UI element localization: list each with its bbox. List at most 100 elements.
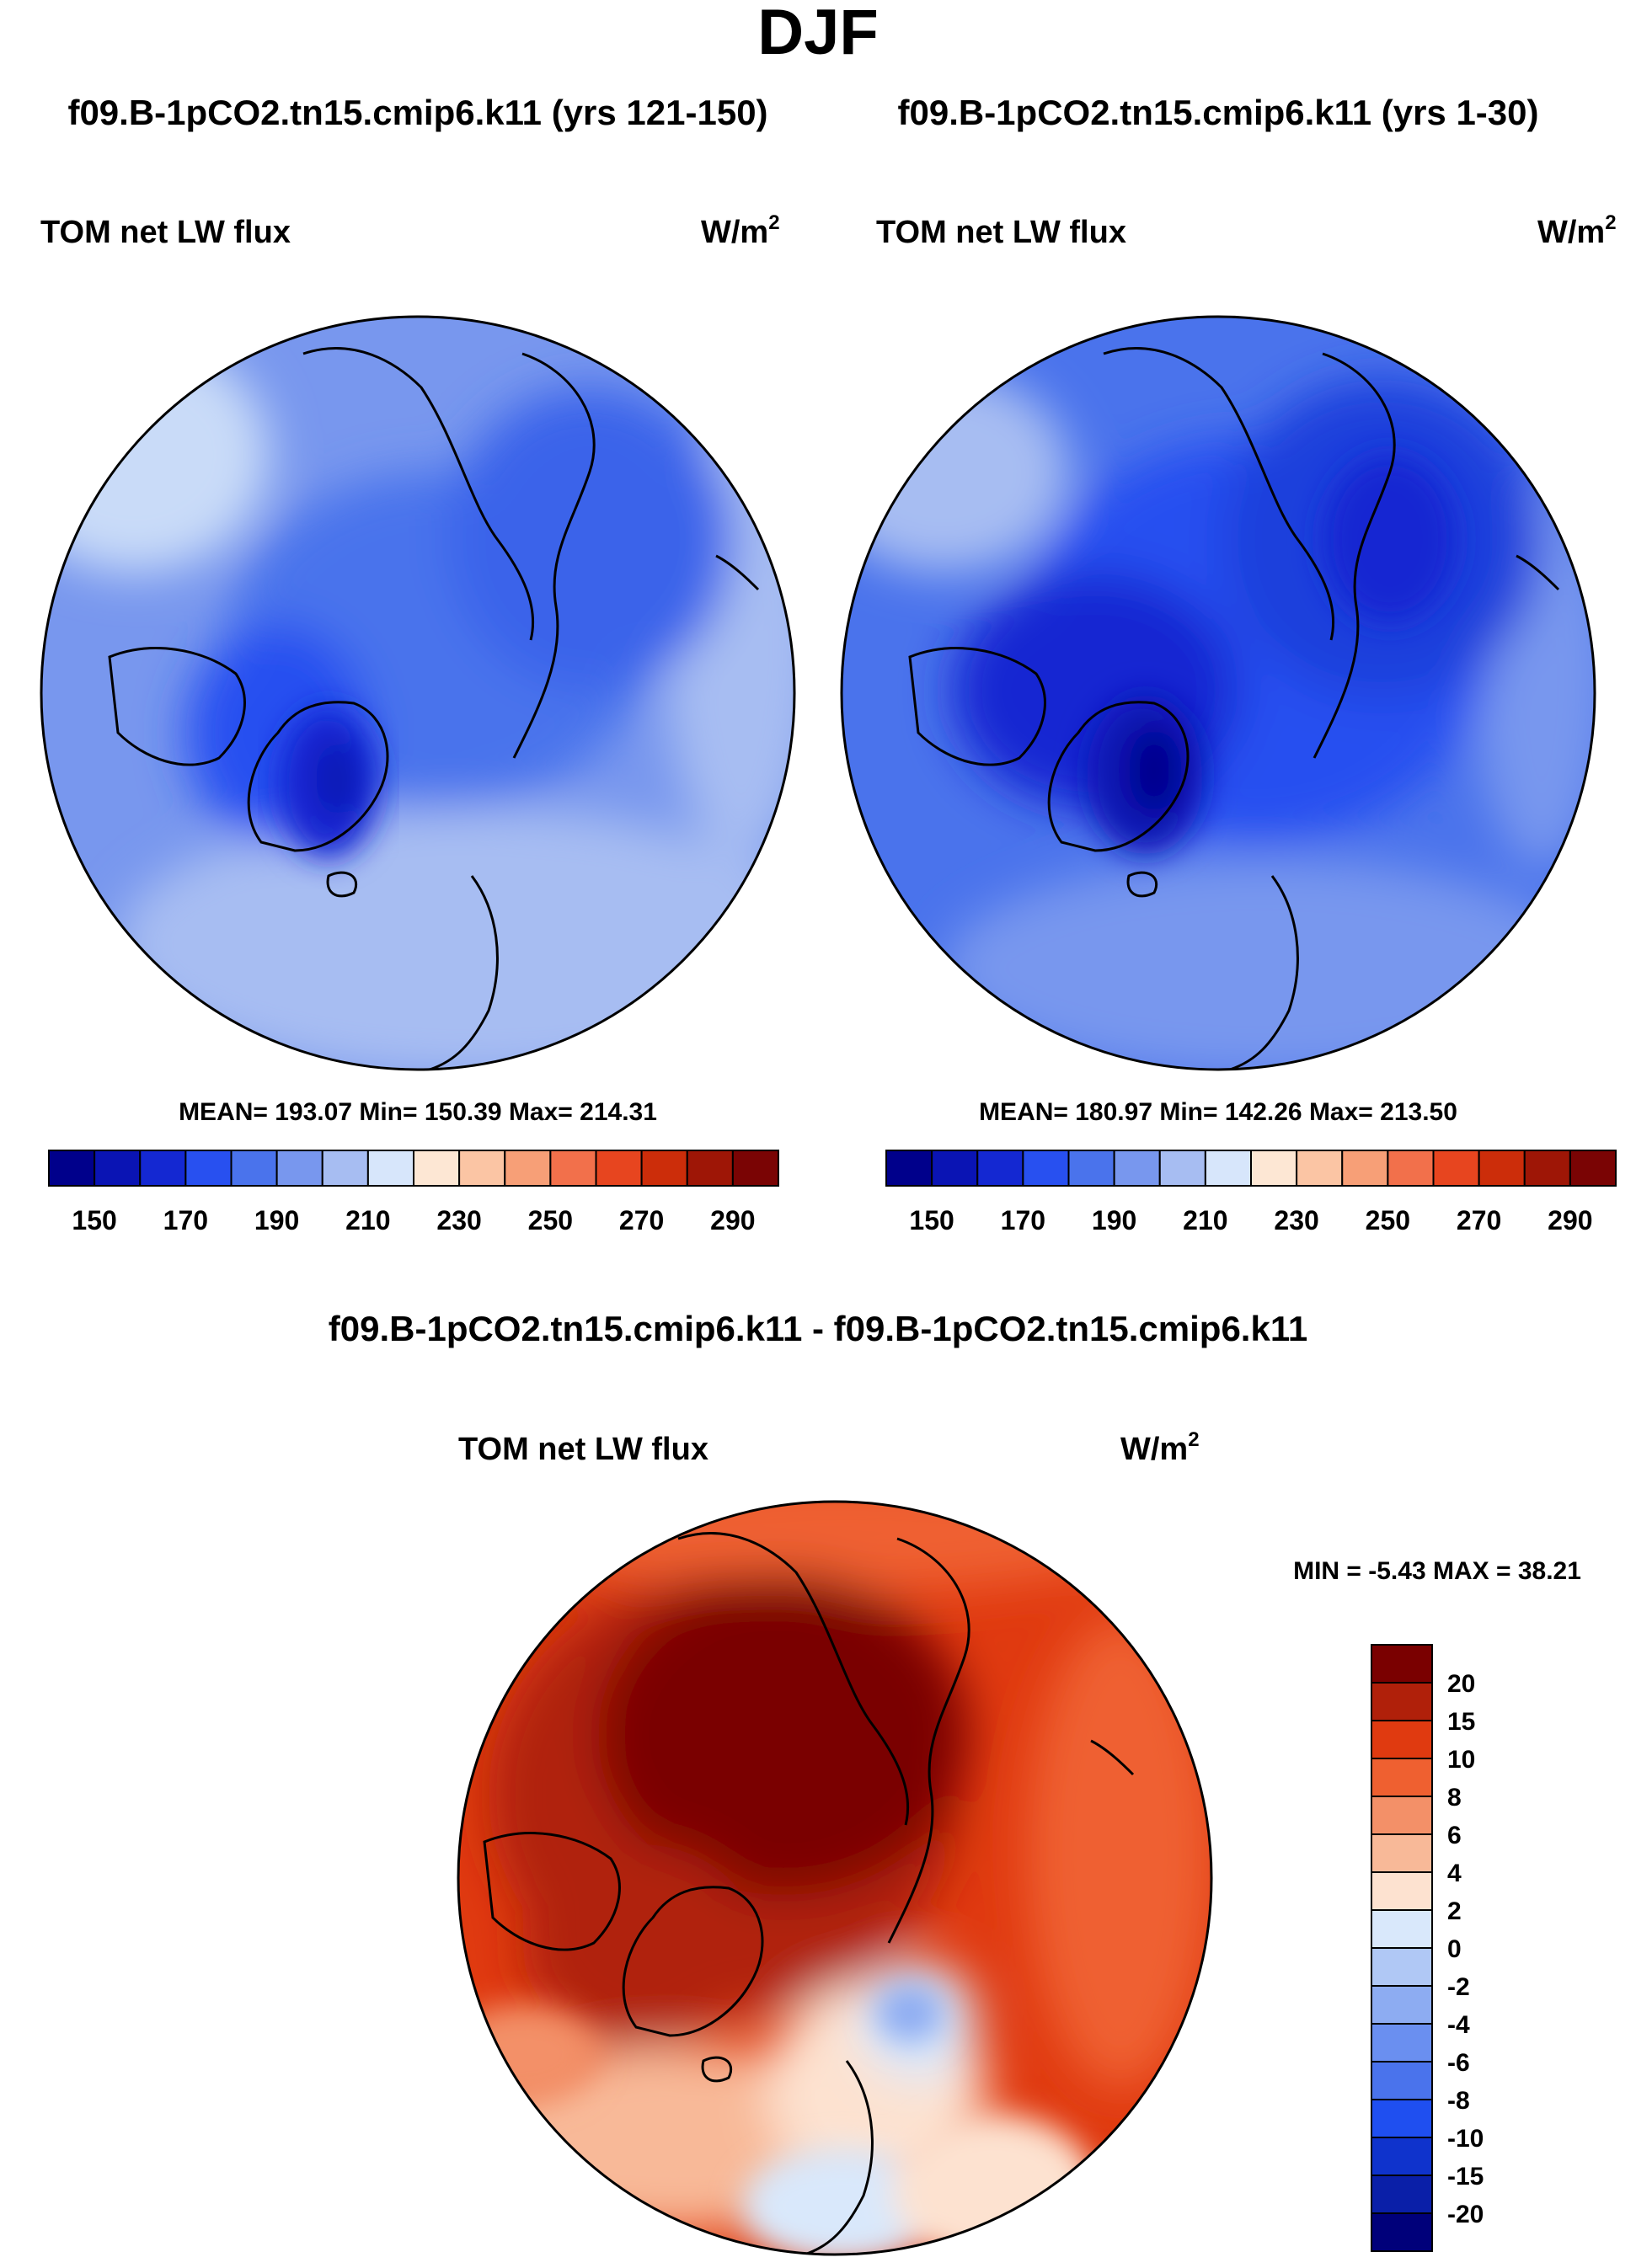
diff-colorbar-tick-label: -2 — [1447, 1973, 1470, 2001]
diff-colorbar-box — [1371, 2212, 1433, 2252]
diff-colorbar-box — [1371, 1644, 1433, 1684]
diff-colorbar-box — [1371, 1871, 1433, 1911]
panel2-colorbar-box — [1022, 1150, 1070, 1187]
panel1-colorbar-box — [321, 1150, 369, 1187]
panel1-colorbar: 150 170 190 210 230 250 270 290 — [48, 1150, 779, 1235]
diff-colorbar-tick-label: 15 — [1447, 1708, 1475, 1736]
panel1-colorbar-tick-label: 190 — [254, 1205, 299, 1235]
diff-colorbar-box — [1371, 2099, 1433, 2138]
panel1-colorbar-tick-label: 150 — [72, 1205, 116, 1235]
diff-colorbar-tick-label: 6 — [1447, 1822, 1462, 1849]
panel1-colorbar-tick-label: 210 — [345, 1205, 390, 1235]
panel1-colorbar-box — [640, 1150, 688, 1187]
panel2-colorbar-box — [1478, 1150, 1526, 1187]
panel1-coastlines — [108, 347, 760, 1070]
diff-variable: TOM net LW flux — [458, 1432, 708, 1467]
panel2-colorbar-tick-label: 210 — [1183, 1205, 1227, 1235]
diff-colorbar-tick-label: 0 — [1447, 1935, 1462, 1963]
panel1-map — [40, 315, 796, 1071]
diff-colorbar-tick-label: 20 — [1447, 1670, 1475, 1698]
diff-case-title: f09.B-1pCO2.tn15.cmip6.k11 - f09.B-1pCO2… — [329, 1309, 1307, 1348]
diff-colorbar-tick-label: 10 — [1447, 1746, 1475, 1774]
season-title: DJF — [757, 0, 879, 68]
diff-colorbar-box — [1371, 1682, 1433, 1721]
panel1-colorbar-box — [413, 1150, 461, 1187]
panel1-colorbar-box — [275, 1150, 323, 1187]
panel1-variable: TOM net LW flux — [40, 215, 291, 250]
panel1-colorbar-box — [595, 1150, 643, 1187]
diff-colorbar-tick-label: -8 — [1447, 2087, 1470, 2115]
panel2-variable: TOM net LW flux — [876, 215, 1126, 250]
panel2-colorbar-tick-label: 230 — [1274, 1205, 1318, 1235]
panel2-stats: MEAN= 180.97 Min= 142.26 Max= 213.50 — [979, 1098, 1457, 1126]
panel2-colorbar-tick-label: 270 — [1457, 1205, 1501, 1235]
diff-colorbar-tick-label: -15 — [1447, 2163, 1484, 2191]
diff-units: W/m2 — [1120, 1428, 1200, 1467]
panel1-colorbar-tick-label: 230 — [436, 1205, 481, 1235]
panel2-map — [840, 315, 1596, 1071]
diff-colorbar-tick-label: -10 — [1447, 2125, 1484, 2153]
panel1-colorbar-box — [549, 1150, 597, 1187]
panel1-colorbar-box — [504, 1150, 552, 1187]
panel2-colorbar: 150 170 190 210 230 250 270 290 — [885, 1150, 1617, 1235]
diff-colorbar-box — [1371, 1720, 1433, 1759]
panel1-colorbar-box — [230, 1150, 278, 1187]
diff-colorbar-tick-label: -4 — [1447, 2011, 1470, 2039]
panel1-colorbar-tick-label: 170 — [163, 1205, 208, 1235]
panel1-colorbar-tick-label: 270 — [619, 1205, 664, 1235]
panel2-case-title: f09.B-1pCO2.tn15.cmip6.k11 (yrs 1-30) — [897, 93, 1538, 132]
panel2-colorbar-tick-label: 290 — [1548, 1205, 1592, 1235]
diff-colorbar-box — [1371, 1833, 1433, 1873]
diff-coastlines — [483, 1532, 1135, 2255]
diff-colorbar-box — [1371, 1758, 1433, 1797]
panel2-colorbar-box — [1569, 1150, 1617, 1187]
panel2-colorbar-box — [1250, 1150, 1298, 1187]
panel2-colorbar-box — [1204, 1150, 1252, 1187]
panel2-colorbar-box — [1296, 1150, 1344, 1187]
panel2-units: W/m2 — [1537, 211, 1617, 250]
diff-colorbar-box — [1371, 2023, 1433, 2063]
panel2-colorbar-tick-label: 150 — [909, 1205, 954, 1235]
panel1-colorbar-box — [94, 1150, 142, 1187]
diff-colorbar-tick-label: -20 — [1447, 2201, 1484, 2228]
panel2-colorbar-tick-label: 170 — [1001, 1205, 1045, 1235]
diff-stats: MIN = -5.43 MAX = 38.21 — [1293, 1557, 1581, 1585]
diff-colorbar-box — [1371, 1947, 1433, 1987]
panel1-colorbar-box — [686, 1150, 734, 1187]
panel2-colorbar-tick-label: 250 — [1366, 1205, 1410, 1235]
panel1-colorbar-tick-label: 290 — [710, 1205, 755, 1235]
panel2-colorbar-box — [1341, 1150, 1389, 1187]
panel1-units: W/m2 — [701, 211, 780, 250]
panel1-colorbar-box — [366, 1150, 414, 1187]
panel2-colorbar-box — [931, 1150, 979, 1187]
diff-colorbar-box — [1371, 2137, 1433, 2176]
panel2-colorbar-box — [1432, 1150, 1480, 1187]
panel2-colorbar-box — [976, 1150, 1024, 1187]
diff-colorbar-box — [1371, 2175, 1433, 2214]
panel1-stats: MEAN= 193.07 Min= 150.39 Max= 214.31 — [179, 1098, 657, 1126]
diff-colorbar-tick-label: 8 — [1447, 1784, 1462, 1812]
panel1-colorbar-tick-label: 250 — [528, 1205, 573, 1235]
panel2-colorbar-box — [1387, 1150, 1435, 1187]
diff-colorbar-tick-label: 4 — [1447, 1860, 1462, 1887]
diff-colorbar-tick-label: 2 — [1447, 1897, 1462, 1925]
diff-map — [457, 1500, 1213, 2256]
panel1-case-title: f09.B-1pCO2.tn15.cmip6.k11 (yrs 121-150) — [67, 93, 767, 132]
panel1-colorbar-box — [731, 1150, 779, 1187]
panel2-colorbar-box — [1113, 1150, 1161, 1187]
panel1-colorbar-box — [458, 1150, 506, 1187]
panel1-colorbar-box — [139, 1150, 187, 1187]
diff-colorbar-box — [1371, 2061, 1433, 2100]
panel2-colorbar-box — [1523, 1150, 1571, 1187]
panel2-colorbar-box — [1158, 1150, 1206, 1187]
panel2-colorbar-box — [885, 1150, 933, 1187]
panel2-colorbar-box — [1067, 1150, 1115, 1187]
panel2-colorbar-tick-label: 190 — [1092, 1205, 1136, 1235]
panel1-colorbar-box — [184, 1150, 233, 1187]
diff-colorbar-tick-label: -6 — [1447, 2049, 1470, 2077]
diff-colorbar-box — [1371, 1909, 1433, 1949]
panel1-colorbar-box — [48, 1150, 96, 1187]
diff-colorbar-box — [1371, 1985, 1433, 2025]
